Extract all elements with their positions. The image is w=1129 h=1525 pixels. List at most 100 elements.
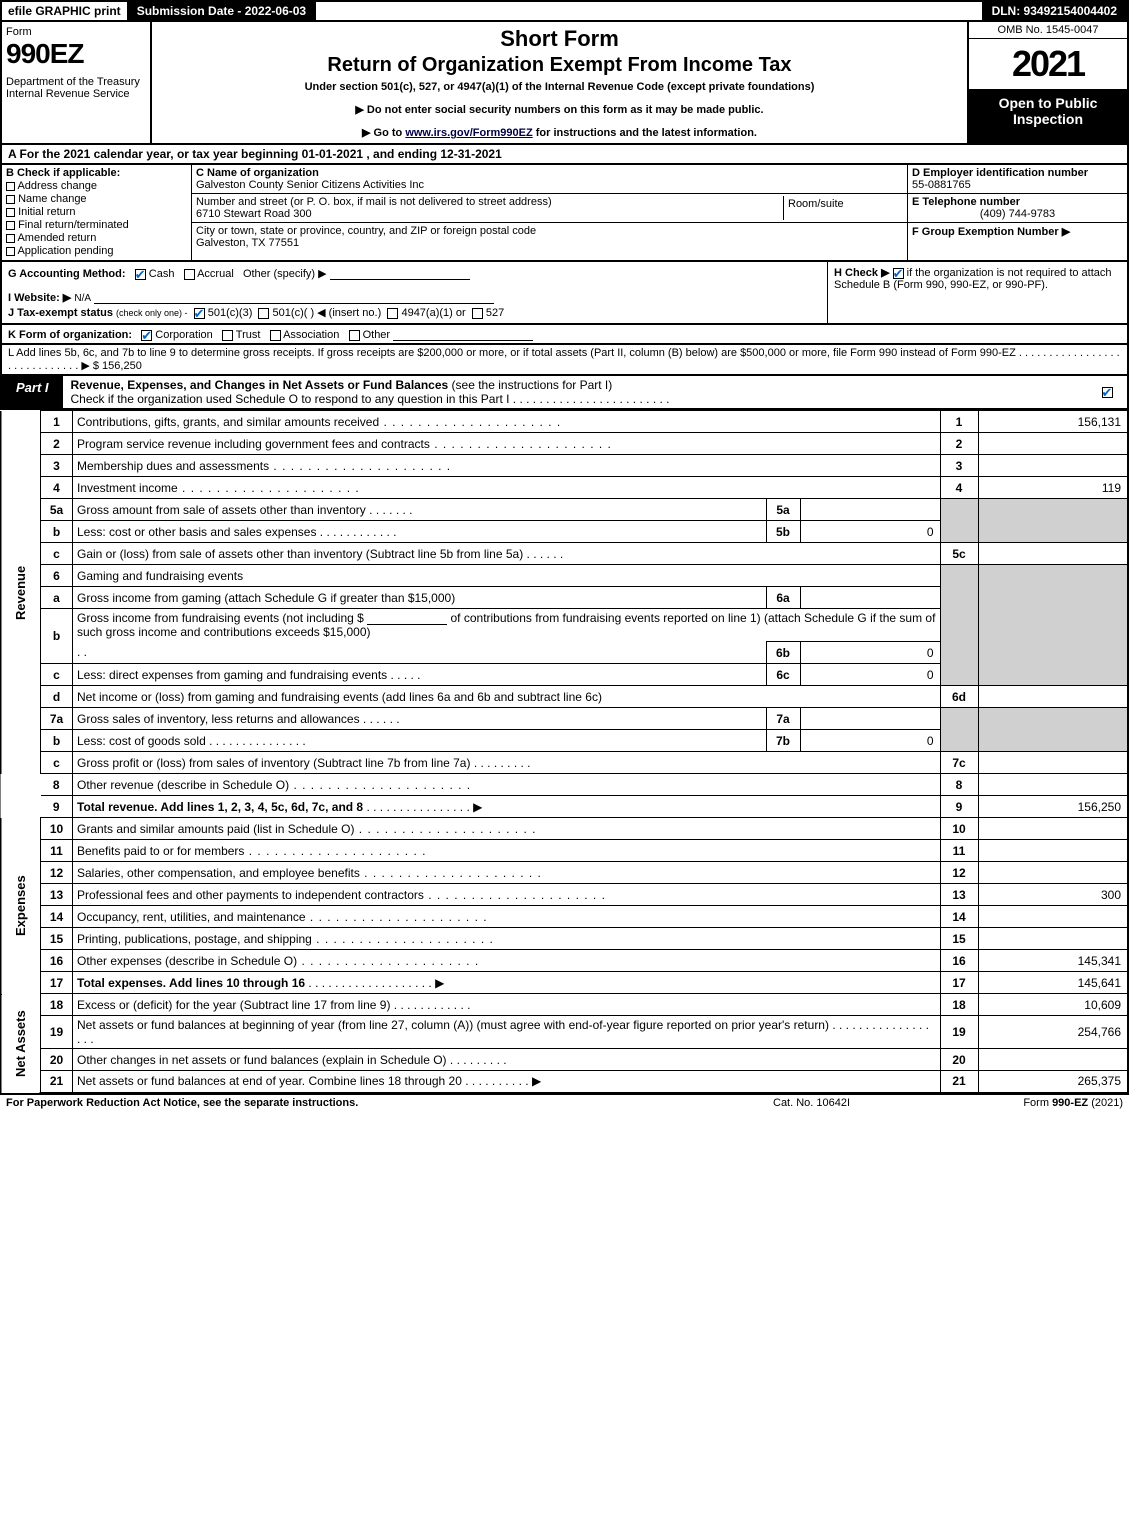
ln17-rv: 145,641: [978, 972, 1128, 994]
ln6b-spacer: . .: [73, 642, 767, 664]
b-header: B Check if applicable:: [6, 167, 187, 179]
part1-title: Revenue, Expenses, and Changes in Net As…: [71, 378, 449, 392]
header-right: OMB No. 1545-0047 2021 Open to Public In…: [967, 22, 1127, 143]
ln3-rn: 3: [940, 455, 978, 477]
city-label: City or town, state or province, country…: [196, 225, 536, 237]
phone-value: (409) 744-9783: [912, 208, 1123, 220]
website-value: N/A: [74, 293, 91, 304]
irs-link[interactable]: www.irs.gov/Form990EZ: [405, 127, 532, 139]
501c3-lbl: 501(c)(3): [208, 307, 253, 319]
ln6a-sn: 6a: [766, 587, 800, 609]
efile-label[interactable]: efile GRAPHIC print: [2, 2, 127, 20]
chk-h[interactable]: [893, 268, 904, 279]
top-bar: efile GRAPHIC print Submission Date - 20…: [0, 0, 1129, 22]
chk-name[interactable]: Name change: [6, 193, 187, 205]
goto-post: for instructions and the latest informat…: [533, 127, 757, 139]
ln1-desc: Contributions, gifts, grants, and simila…: [73, 411, 941, 433]
chk-other-org[interactable]: [349, 330, 360, 341]
line-g: G Accounting Method: Cash Accrual Other …: [8, 266, 821, 280]
other-input[interactable]: [330, 266, 470, 280]
ln20-rv: [978, 1049, 1128, 1071]
chk-cash[interactable]: [135, 269, 146, 280]
ln16-num: 16: [41, 950, 73, 972]
phone-row: E Telephone number (409) 744-9783: [908, 194, 1127, 223]
ln18-rn: 18: [940, 994, 978, 1016]
submission-date: Submission Date - 2022-06-03: [127, 2, 316, 20]
chk-amended-lbl: Amended return: [17, 232, 96, 244]
ln6a-desc: Gross income from gaming (attach Schedul…: [73, 587, 767, 609]
ln18-rv: 10,609: [978, 994, 1128, 1016]
ln5b-desc: Less: cost or other basis and sales expe…: [73, 521, 767, 543]
ln9-rn: 9: [940, 796, 978, 818]
ln6-num: 6: [41, 565, 73, 587]
ln2-rn: 2: [940, 433, 978, 455]
ln16-rv: 145,341: [978, 950, 1128, 972]
chk-assoc[interactable]: [270, 330, 281, 341]
ln5a-num: 5a: [41, 499, 73, 521]
open-inspection: Open to Public Inspection: [969, 89, 1127, 143]
corp-lbl: Corporation: [155, 329, 212, 341]
ln10-num: 10: [41, 818, 73, 840]
part1-sub: (see the instructions for Part I): [452, 378, 613, 392]
ln7c-num: c: [41, 752, 73, 774]
ln5c-num: c: [41, 543, 73, 565]
ln17-rn: 17: [940, 972, 978, 994]
form-title: Return of Organization Exempt From Incom…: [160, 54, 959, 77]
chk-501c[interactable]: [258, 308, 269, 319]
chk-initial[interactable]: Initial return: [6, 206, 187, 218]
ln7c-desc: Gross profit or (loss) from sales of inv…: [73, 752, 941, 774]
ln14-rn: 14: [940, 906, 978, 928]
ln1-num: 1: [41, 411, 73, 433]
ln6d-rv: [978, 686, 1128, 708]
ln7-grey: [940, 708, 978, 752]
ln6-grey2: [978, 565, 1128, 686]
ln19-rn: 19: [940, 1016, 978, 1049]
ssn-warning: ▶ Do not enter social security numbers o…: [160, 103, 959, 116]
ln14-desc: Occupancy, rent, utilities, and maintena…: [73, 906, 941, 928]
ln7c-rv: [978, 752, 1128, 774]
ln19-rv: 254,766: [978, 1016, 1128, 1049]
ln8-rn: 8: [940, 774, 978, 796]
city-row: City or town, state or province, country…: [192, 223, 907, 251]
chk-corp[interactable]: [141, 330, 152, 341]
row-a-period: A For the 2021 calendar year, or tax yea…: [0, 145, 1129, 165]
gh-left: G Accounting Method: Cash Accrual Other …: [2, 262, 827, 323]
ln9-desc: Total revenue. Add lines 1, 2, 3, 4, 5c,…: [73, 796, 941, 818]
ln13-num: 13: [41, 884, 73, 906]
chk-trust[interactable]: [222, 330, 233, 341]
chk-schedule-o[interactable]: [1102, 387, 1113, 398]
chk-amended[interactable]: Amended return: [6, 232, 187, 244]
ln5b-sn: 5b: [766, 521, 800, 543]
other-org-input[interactable]: [393, 327, 533, 341]
chk-527[interactable]: [472, 308, 483, 319]
addr-label: Number and street (or P. O. box, if mail…: [196, 196, 552, 208]
ln21-rv: 265,375: [978, 1071, 1128, 1093]
ln4-num: 4: [41, 477, 73, 499]
entity-block: B Check if applicable: Address change Na…: [0, 165, 1129, 262]
l-text: L Add lines 5b, 6c, and 7b to line 9 to …: [8, 347, 1120, 372]
chk-final-lbl: Final return/terminated: [18, 219, 129, 231]
ln20-desc: Other changes in net assets or fund bala…: [73, 1049, 941, 1071]
other-lbl: Other (specify) ▶: [243, 268, 327, 280]
ln5c-desc: Gain or (loss) from sale of assets other…: [73, 543, 941, 565]
i-label: I Website: ▶: [8, 292, 71, 304]
ln7a-num: 7a: [41, 708, 73, 730]
chk-address[interactable]: Address change: [6, 180, 187, 192]
chk-pending[interactable]: Application pending: [6, 245, 187, 257]
ln2-rv: [978, 433, 1128, 455]
side-netassets: Net Assets: [1, 994, 41, 1093]
chk-final[interactable]: Final return/terminated: [6, 219, 187, 231]
ln6b-num: b: [41, 609, 73, 664]
ln12-rn: 12: [940, 862, 978, 884]
footer-center: Cat. No. 10642I: [773, 1097, 973, 1109]
ln5b-num: b: [41, 521, 73, 543]
group-exemption: F Group Exemption Number ▶: [908, 223, 1127, 260]
ln11-rn: 11: [940, 840, 978, 862]
chk-501c3[interactable]: [194, 308, 205, 319]
chk-accrual[interactable]: [184, 269, 195, 280]
chk-4947[interactable]: [387, 308, 398, 319]
form-subtitle: Under section 501(c), 527, or 4947(a)(1)…: [160, 81, 959, 93]
chk-pending-lbl: Application pending: [17, 245, 113, 257]
ln15-rn: 15: [940, 928, 978, 950]
ln4-rv: 119: [978, 477, 1128, 499]
